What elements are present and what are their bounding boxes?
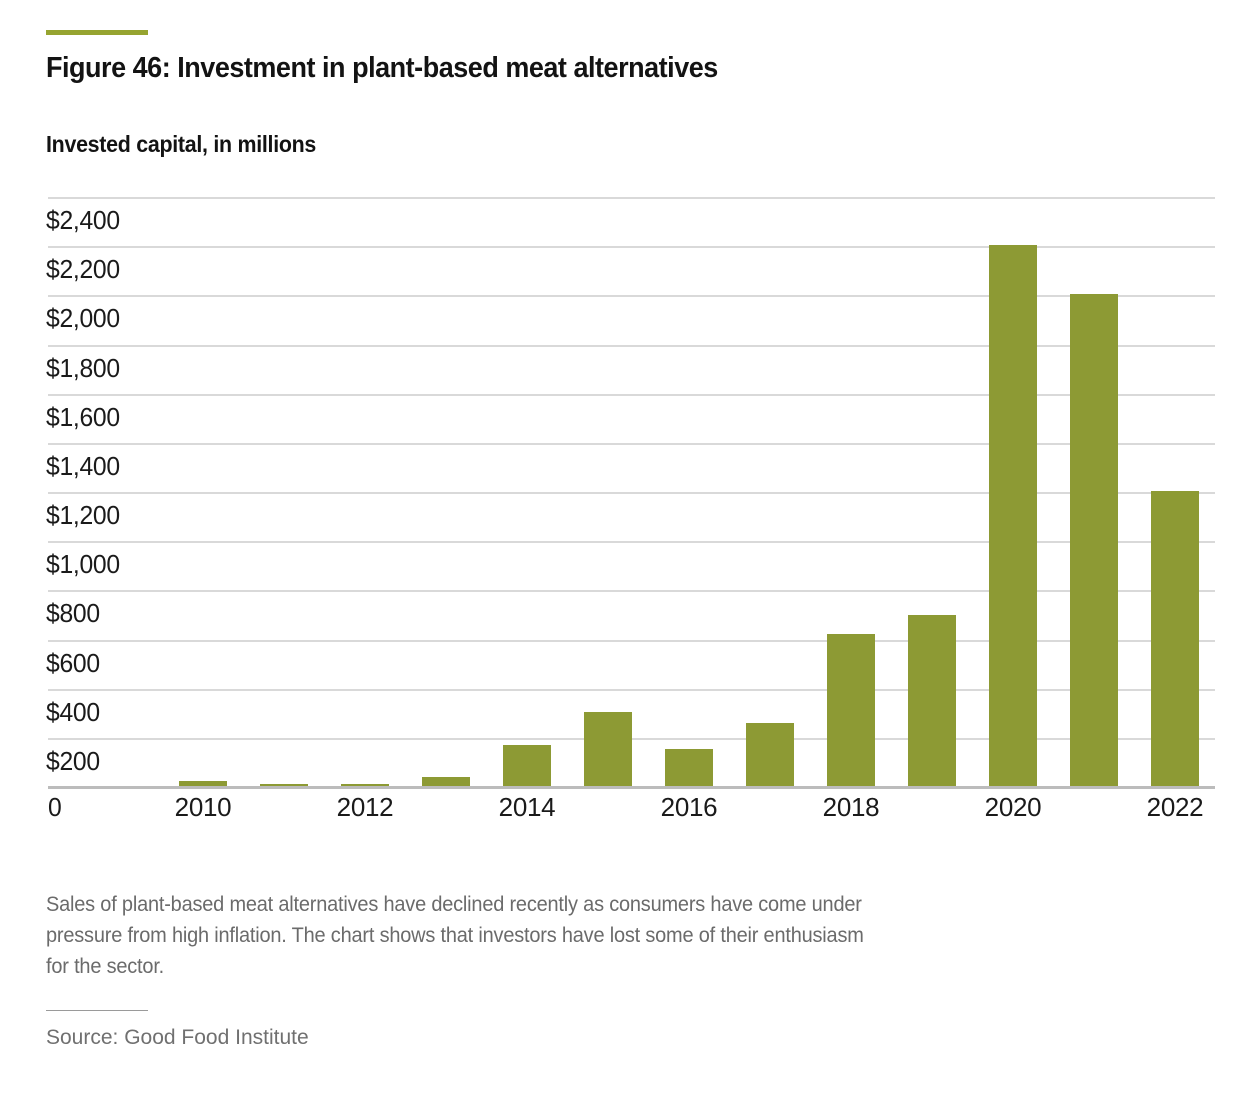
caption-line: Sales of plant-based meat alternatives h… [46,893,862,916]
y-axis-label: $800 [46,598,100,629]
gridline [48,344,1215,347]
bar-2019 [908,614,956,786]
gridline [48,590,1215,593]
x-axis-label: 2012 [336,792,394,822]
gridline [48,295,1215,298]
x-axis-line [48,786,1215,789]
y-axis-label: $2,000 [46,303,120,334]
bar-2018 [827,634,875,786]
bar-2017 [746,722,794,786]
y-axis-label: $1,600 [46,401,120,432]
bar-2011 [260,784,308,786]
bar-2020 [989,244,1037,786]
y-axis-label: $1,200 [46,500,120,530]
source-label: Source: Good Food Institute [46,1026,309,1049]
gridline [48,639,1215,642]
gridline [48,442,1215,445]
bar-2021 [1070,293,1118,786]
gridline [48,688,1215,691]
bar-2012 [341,784,389,786]
gridline [48,541,1215,544]
x-axis-label: 2020 [984,792,1042,822]
bar-2022 [1151,490,1199,786]
gridline [48,492,1215,494]
bar-2015 [584,711,632,786]
x-axis-label: 2016 [660,792,718,822]
bar-2013 [422,776,470,786]
y-axis-zero-label: 0 [48,792,62,822]
y-axis-label: $1,000 [46,549,120,580]
gridline [48,393,1215,396]
y-axis-label: $200 [46,745,100,776]
gridline [48,197,1215,199]
chart-subtitle: Invested capital, in millions [46,131,317,157]
x-axis-label: 2010 [174,792,232,822]
y-axis-label: $2,400 [46,205,120,235]
x-axis-label: 2018 [822,792,880,822]
figure-title: Figure 46: Investment in plant-based mea… [46,52,718,84]
y-axis-label: $2,200 [46,254,120,285]
bar-2014 [503,744,551,786]
x-axis-label: 2014 [498,792,556,822]
gridline [48,246,1215,249]
caption-line: for the sector. [46,955,165,978]
y-axis-label: $1,800 [46,352,120,383]
y-axis-label: $400 [46,696,100,727]
y-axis-label: $1,400 [46,450,120,481]
bar-chart: $2,400 $2,200 $2,000 $1,800 $1,600 $1,400 $1,2… [46,197,1215,822]
bar-2016 [665,748,713,786]
source-divider [46,1010,148,1011]
accent-line [46,30,148,35]
bar-2010 [179,780,227,786]
x-axis-label: 2022 [1146,792,1204,822]
y-axis-label: $600 [46,647,100,678]
figure-caption: Sales of plant-based meat alternatives h… [46,889,864,982]
caption-line: pressure from high inflation. The chart … [46,924,864,947]
